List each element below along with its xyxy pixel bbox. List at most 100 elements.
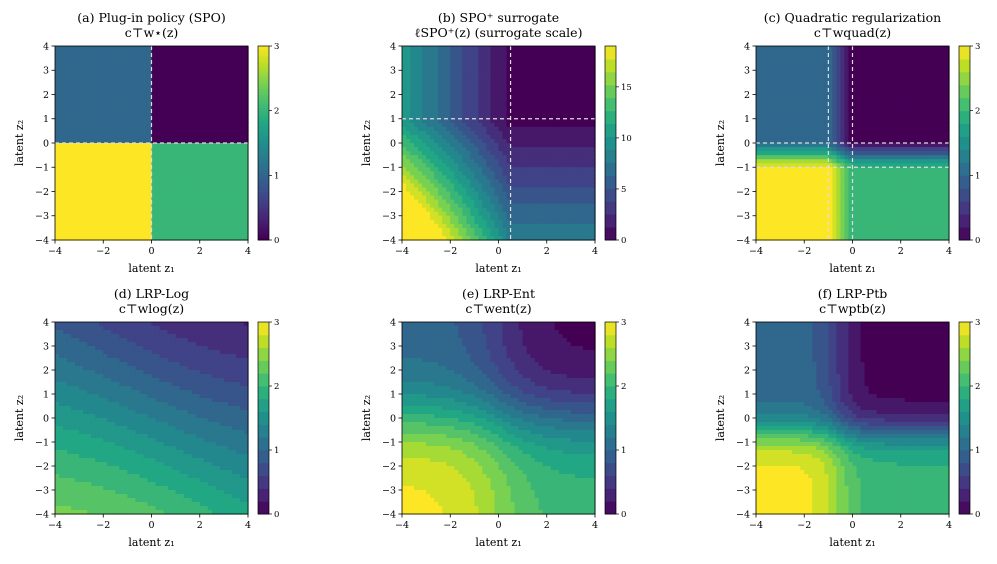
heatmap-cell <box>442 74 447 79</box>
heatmap-cell <box>450 159 455 164</box>
heatmap-cell <box>223 66 229 71</box>
heatmap-cell <box>199 102 205 108</box>
heatmap-cell <box>522 110 528 116</box>
heatmap-cell <box>235 195 241 201</box>
heatmap-cell <box>239 147 245 152</box>
heatmap-cell <box>438 167 443 172</box>
heatmap-cell <box>526 114 532 120</box>
heatmap-cell <box>99 207 104 213</box>
heatmap-cell <box>554 78 560 83</box>
heatmap-cell <box>243 78 249 83</box>
heatmap-cell <box>502 102 508 108</box>
heatmap-cell <box>414 130 419 136</box>
heatmap-cell <box>558 191 564 197</box>
heatmap-cell <box>83 163 88 168</box>
heatmap-cell <box>99 106 104 112</box>
heatmap-cell <box>558 219 564 225</box>
heatmap-cell <box>115 118 120 124</box>
heatmap-cell <box>494 231 500 237</box>
heatmap-cell <box>115 211 120 217</box>
heatmap-cell <box>426 191 431 197</box>
heatmap-cell <box>67 130 72 136</box>
heatmap-cell <box>67 86 72 92</box>
heatmap-cell <box>183 138 189 144</box>
heatmap-cell <box>151 102 157 108</box>
heatmap-cell <box>450 106 455 112</box>
heatmap-cell <box>167 151 173 156</box>
heatmap-cell <box>590 78 596 83</box>
heatmap-cell <box>195 235 201 241</box>
heatmap-cell <box>119 171 124 176</box>
heatmap-cell <box>470 134 475 140</box>
heatmap-cell <box>183 215 189 221</box>
heatmap-cell <box>231 147 237 152</box>
heatmap-cell <box>546 90 552 96</box>
heatmap-cell <box>179 151 185 156</box>
heatmap-cell <box>764 110 769 116</box>
heatmap-cell <box>514 126 520 132</box>
colorbar-segment <box>258 220 269 225</box>
heatmap-cell <box>470 195 475 201</box>
heatmap-cell <box>498 175 504 180</box>
heatmap-cell <box>215 167 221 172</box>
heatmap-cell <box>83 130 88 136</box>
heatmap-cell <box>159 207 165 213</box>
heatmap-cell <box>59 195 64 201</box>
heatmap-cell <box>91 199 96 205</box>
heatmap-cell <box>55 187 60 193</box>
heatmap-cell <box>756 54 761 59</box>
heatmap-cell <box>446 215 451 221</box>
heatmap-cell <box>768 235 773 241</box>
heatmap-cell <box>450 183 455 189</box>
heatmap-cell <box>115 179 120 185</box>
heatmap-cell <box>402 82 407 88</box>
heatmap-cell <box>434 62 439 67</box>
heatmap-cell <box>590 50 596 55</box>
heatmap-cell <box>578 227 584 233</box>
heatmap-cell <box>71 70 76 75</box>
heatmap-cell <box>538 114 544 120</box>
heatmap-cell <box>103 187 108 193</box>
heatmap-cell <box>768 151 773 156</box>
heatmap-cell <box>107 199 112 205</box>
heatmap-cell <box>530 54 536 59</box>
heatmap-cell <box>167 94 173 100</box>
heatmap-cell <box>450 62 455 67</box>
heatmap-cell <box>107 90 112 96</box>
heatmap-cell <box>450 215 455 221</box>
colorbar-segment <box>258 155 269 160</box>
heatmap-cell <box>506 134 512 140</box>
heatmap-cell <box>434 110 439 116</box>
heatmap-cell <box>522 74 528 79</box>
heatmap-cell <box>550 134 556 140</box>
heatmap-cell <box>123 211 128 217</box>
heatmap-cell <box>414 82 419 88</box>
heatmap-cell <box>510 183 516 189</box>
heatmap-cell <box>546 235 552 241</box>
y-tick-label: −4 <box>35 235 49 246</box>
heatmap-cell <box>83 86 88 92</box>
heatmap-cell <box>203 159 209 164</box>
heatmap-cell <box>418 191 423 197</box>
heatmap-cell <box>458 50 463 55</box>
heatmap-cell <box>195 50 201 55</box>
heatmap-cell <box>474 215 479 221</box>
heatmap-cell <box>474 219 479 225</box>
heatmap-cell <box>75 82 80 88</box>
heatmap-cell <box>179 235 185 241</box>
heatmap-cell <box>566 102 572 108</box>
heatmap-cell <box>490 195 496 201</box>
heatmap-cell <box>99 58 104 63</box>
heatmap-cell <box>418 171 423 176</box>
heatmap-cell <box>542 114 548 120</box>
heatmap-cell <box>115 138 120 144</box>
heatmap-cell <box>83 82 88 88</box>
heatmap-cell <box>518 74 524 79</box>
heatmap-cell <box>243 171 249 176</box>
heatmap-cell <box>466 54 471 59</box>
heatmap-cell <box>546 66 552 71</box>
heatmap-cell <box>422 163 427 168</box>
heatmap-cell <box>470 74 475 79</box>
heatmap-cell <box>131 215 137 221</box>
heatmap-cell <box>99 211 104 217</box>
